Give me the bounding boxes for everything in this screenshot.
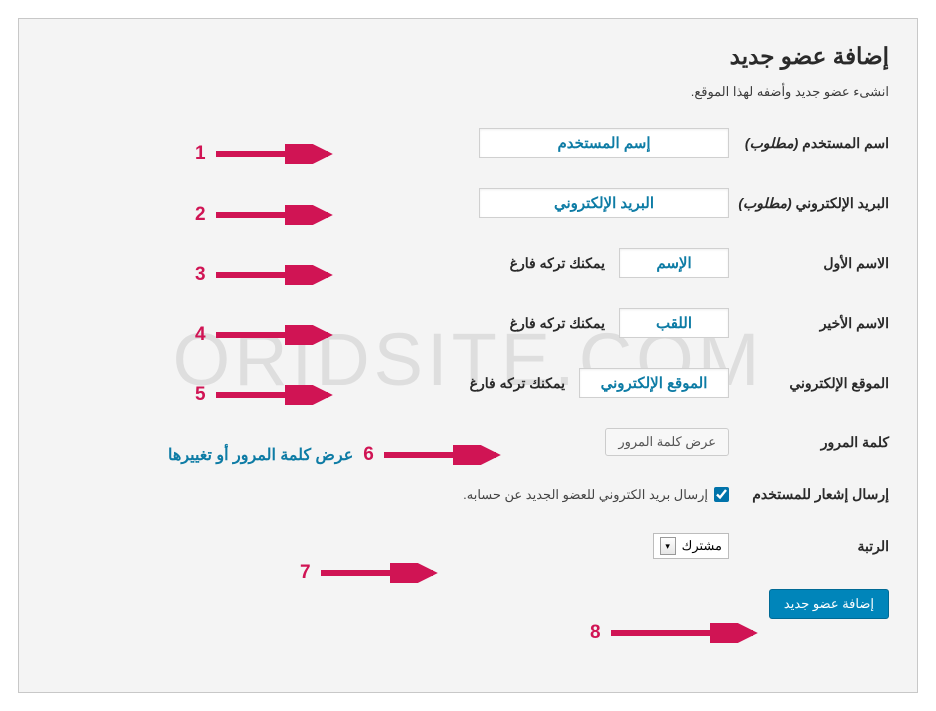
note-firstname: يمكنك تركه فارغ <box>510 255 605 272</box>
row-firstname: الاسم الأول الإسم يمكنك تركه فارغ <box>47 248 889 278</box>
firstname-input[interactable]: الإسم <box>619 248 729 278</box>
row-submit: إضافة عضو جديد <box>47 589 889 619</box>
row-notify: إرسال إشعار للمستخدم إرسال بريد الكتروني… <box>47 486 889 503</box>
row-website: الموقع الإلكتروني الموقع الإلكتروني يمكن… <box>47 368 889 398</box>
label-website: الموقع الإلكتروني <box>729 375 889 392</box>
website-input[interactable]: الموقع الإلكتروني <box>579 368 729 398</box>
page-subtitle: انشىء عضو جديد وأضفه لهذا الموقع. <box>47 84 889 100</box>
label-password: كلمة المرور <box>729 434 889 451</box>
row-username: اسم المستخدم (مطلوب) إسم المستخدم <box>47 128 889 158</box>
required-email: (مطلوب) <box>738 195 791 211</box>
chevron-down-icon: ▾ <box>660 537 676 555</box>
role-select[interactable]: مشترك ▾ <box>653 533 729 559</box>
row-role: الرتبة مشترك ▾ <box>47 533 889 559</box>
role-selected: مشترك <box>682 538 722 554</box>
show-password-button[interactable]: عرض كلمة المرور <box>605 428 729 456</box>
row-password: كلمة المرور عرض كلمة المرور <box>47 428 889 456</box>
page-title: إضافة عضو جديد <box>47 43 889 70</box>
add-user-button[interactable]: إضافة عضو جديد <box>769 589 889 619</box>
label-notify: إرسال إشعار للمستخدم <box>729 486 889 503</box>
label-firstname: الاسم الأول <box>729 255 889 272</box>
email-input[interactable]: البريد الإلكتروني <box>479 188 729 218</box>
required-username: (مطلوب) <box>745 135 798 151</box>
note-website: يمكنك تركه فارغ <box>470 375 565 392</box>
username-input[interactable]: إسم المستخدم <box>479 128 729 158</box>
label-email: البريد الإلكتروني (مطلوب) <box>729 195 889 212</box>
label-username: اسم المستخدم (مطلوب) <box>729 135 889 152</box>
note-lastname: يمكنك تركه فارغ <box>510 315 605 332</box>
row-lastname: الاسم الأخير اللقب يمكنك تركه فارغ <box>47 308 889 338</box>
notify-checkbox-label: إرسال بريد الكتروني للعضو الجديد عن حساب… <box>463 487 708 503</box>
label-lastname: الاسم الأخير <box>729 315 889 332</box>
row-email: البريد الإلكتروني (مطلوب) البريد الإلكتر… <box>47 188 889 218</box>
label-role: الرتبة <box>729 538 889 555</box>
notify-checkbox[interactable] <box>714 487 729 502</box>
lastname-input[interactable]: اللقب <box>619 308 729 338</box>
